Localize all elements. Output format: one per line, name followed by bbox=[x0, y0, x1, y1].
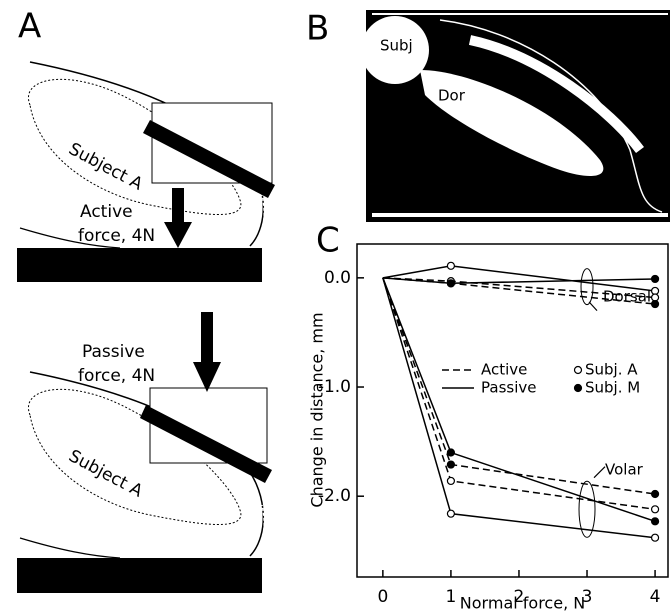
panel-a-top: Subject A Active force, 4N bbox=[17, 62, 275, 282]
legend-label: Passive bbox=[481, 379, 536, 397]
figure: A B C Subject A Active force, 4N Subject… bbox=[0, 0, 670, 612]
force-label: Active bbox=[80, 202, 133, 222]
data-point bbox=[447, 510, 454, 517]
panel-letter: B bbox=[306, 9, 329, 49]
annotation: Dorsal bbox=[603, 288, 651, 306]
data-point bbox=[652, 275, 659, 282]
y-axis-title: Change in distance, mm bbox=[308, 312, 327, 507]
data-point bbox=[652, 506, 659, 513]
x-tick-label: 4 bbox=[650, 587, 661, 607]
data-point bbox=[447, 262, 454, 269]
panel-letter: A bbox=[18, 7, 41, 47]
legend-label: Active bbox=[481, 361, 527, 379]
panel-a-bottom: Subject A Passive force, 4N bbox=[17, 312, 272, 593]
subject-label: Subject A bbox=[65, 139, 146, 195]
annotation-ellipse bbox=[579, 481, 595, 537]
x-axis-title: Normal force, N bbox=[460, 594, 585, 612]
data-point bbox=[447, 477, 454, 484]
annotation-ellipse bbox=[581, 269, 593, 305]
annotation-arrow bbox=[594, 467, 605, 478]
x-tick-label: 0 bbox=[377, 587, 388, 607]
series-line bbox=[383, 278, 655, 283]
series-line bbox=[383, 278, 655, 538]
data-point bbox=[447, 461, 454, 468]
data-point bbox=[652, 491, 659, 498]
image-label: Dor bbox=[438, 87, 466, 105]
legend-marker bbox=[575, 385, 582, 392]
data-point bbox=[447, 280, 454, 287]
data-point bbox=[652, 287, 659, 294]
image-label: Subj bbox=[380, 37, 413, 55]
legend-label: Subj. A bbox=[585, 361, 638, 379]
force-label: force, 4N bbox=[78, 366, 155, 386]
legend-label: Subj. M bbox=[585, 379, 640, 397]
force-label: Passive bbox=[82, 342, 145, 362]
data-point bbox=[652, 294, 659, 301]
panel-letter: C bbox=[316, 221, 340, 261]
series-line bbox=[383, 278, 655, 521]
x-tick-label: 1 bbox=[445, 587, 456, 607]
panel-b-image: Subj Dor bbox=[361, 10, 670, 222]
legend-marker bbox=[575, 367, 582, 374]
data-point bbox=[652, 518, 659, 525]
subject-label: Subject A bbox=[65, 446, 146, 502]
data-point bbox=[447, 449, 454, 456]
data-point bbox=[652, 534, 659, 541]
annotation-arrow bbox=[589, 302, 597, 311]
data-point bbox=[652, 301, 659, 308]
annotation: Volar bbox=[605, 461, 644, 479]
y-tick-label: 0.0 bbox=[324, 268, 351, 288]
force-label: force, 4N bbox=[78, 226, 155, 246]
